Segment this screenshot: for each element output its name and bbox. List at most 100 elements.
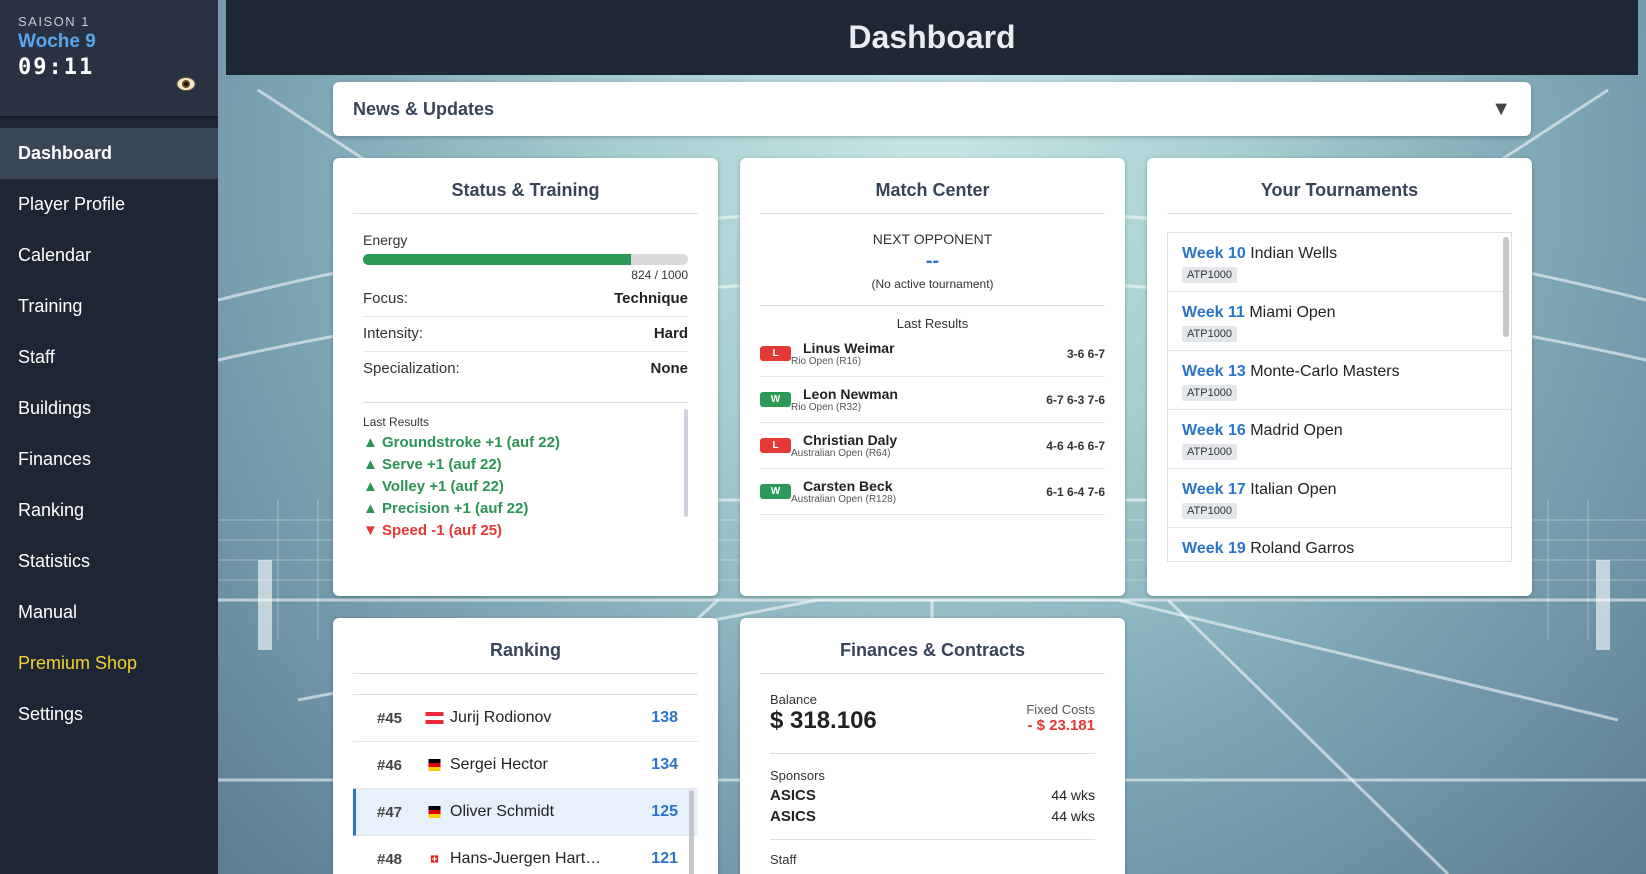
tournaments-card: Your Tournaments Week 10 Indian Wells AT… xyxy=(1147,158,1532,596)
player-name: Sergei Hector xyxy=(450,756,548,773)
ranking-row[interactable]: #45 Jurij Rodionov 138 xyxy=(353,695,698,742)
sponsors-label: Sponsors xyxy=(770,768,825,783)
match-center-card: Match Center NEXT OPPONENT -- (No active… xyxy=(740,158,1125,596)
opponent-name: Leon Newman xyxy=(803,386,898,402)
ranking-position: #48 xyxy=(377,850,403,868)
ranking-points: 121 xyxy=(651,850,678,867)
nav-statistics[interactable]: Statistics xyxy=(18,551,91,571)
nav-calendar[interactable]: Calendar xyxy=(18,245,92,265)
ranking-row[interactable]: #46 Sergei Hector 134 xyxy=(353,742,698,789)
germany-flag-icon xyxy=(428,806,441,818)
tournament-week: Week 13 xyxy=(1182,363,1246,380)
nav-training[interactable]: Training xyxy=(18,296,83,316)
scrollbar[interactable] xyxy=(684,409,688,517)
staff-label: Staff xyxy=(770,839,1095,867)
last-results-label: Last Results xyxy=(896,316,969,331)
intensity-row: Intensity: Hard xyxy=(363,317,688,352)
week-label: Woche 9 xyxy=(18,31,96,52)
match-score: 6-7 6-3 7-6 xyxy=(1046,392,1105,407)
nav-settings[interactable]: Settings xyxy=(18,704,84,724)
tournament-week: Week 19 xyxy=(1182,540,1246,557)
opponent-name: Linus Weimar xyxy=(803,340,895,356)
match-tournament: Rio Open (R16) xyxy=(791,356,862,367)
tournament-category-badge: ATP1000 xyxy=(1182,385,1238,401)
specialization-value: None xyxy=(650,360,689,377)
news-title: News & Updates xyxy=(353,98,495,119)
nav-manual[interactable]: Manual xyxy=(18,602,78,622)
loss-badge: L xyxy=(760,438,791,453)
opponent-name: Christian Daly xyxy=(803,432,898,448)
match-result-row[interactable]: L Linus Weimar Rio Open (R16) 3-6 6-7 xyxy=(760,331,1105,377)
energy-bar-fill xyxy=(363,254,631,265)
match-result-row[interactable]: W Carsten Beck Australian Open (R128) 6-1… xyxy=(760,469,1105,515)
intensity-label: Intensity: xyxy=(363,325,424,342)
ranking-list[interactable]: #45 Jurij Rodionov 138 #46 Sergei Hector… xyxy=(353,694,698,874)
ranking-card: Ranking #45 Jurij Rodionov 138 #46 Serge… xyxy=(333,618,718,874)
tournament-item[interactable]: Week 11 Miami Open ATP1000 xyxy=(1168,292,1511,351)
news-panel[interactable]: News & Updates ▼ xyxy=(333,82,1531,136)
match-result-row[interactable]: W Leon Newman Rio Open (R32) 6-7 6-3 7-6 xyxy=(760,377,1105,423)
tournament-name: Miami Open xyxy=(1249,304,1336,321)
balance-value: $ 318.106 xyxy=(770,707,877,734)
training-results[interactable]: Last Results ▲ Groundstroke +1 (auf 22) … xyxy=(363,402,688,552)
win-badge: W xyxy=(760,484,791,499)
tournament-week: Week 10 xyxy=(1182,245,1246,262)
sponsor-name: ASICS xyxy=(770,787,816,804)
ranking-title: Ranking xyxy=(353,618,698,674)
loss-badge: L xyxy=(760,346,791,361)
game-clock: 09:11 xyxy=(18,55,95,80)
arrow-up-icon: ▲ xyxy=(363,500,383,517)
focus-row: Focus: Technique xyxy=(363,282,688,317)
focus-value: Technique xyxy=(614,290,688,307)
match-score: 4-6 4-6 6-7 xyxy=(1046,438,1105,453)
tournament-item[interactable]: Week 17 Italian Open ATP1000 xyxy=(1168,469,1511,528)
sponsor-row: ASICS 44 wks xyxy=(770,787,1095,804)
main-area: Dashboard News & Updates ▼ Status & Trai… xyxy=(218,0,1646,874)
training-result-item: ▲ Volley +1 (auf 22) xyxy=(363,478,504,495)
training-result-item: ▲ Groundstroke +1 (auf 22) xyxy=(363,434,560,451)
tournament-item[interactable]: Week 16 Madrid Open ATP1000 xyxy=(1168,410,1511,469)
nav-premium-shop[interactable]: Premium Shop xyxy=(18,653,138,673)
training-result-item: ▲ Serve +1 (auf 22) xyxy=(363,456,502,473)
tournament-name: Monte-Carlo Masters xyxy=(1250,363,1400,380)
tournament-week: Week 16 xyxy=(1182,422,1246,439)
training-result-item: ▲ Precision +1 (auf 22) xyxy=(363,500,529,517)
scrollbar[interactable] xyxy=(1503,237,1509,337)
fixed-costs-label: Fixed Costs xyxy=(1026,702,1095,717)
scrollbar[interactable] xyxy=(689,790,694,874)
tournament-week: Week 11 xyxy=(1182,304,1245,321)
player-name: Jurij Rodionov xyxy=(450,709,552,726)
win-badge: W xyxy=(760,392,791,407)
ranking-row[interactable]: #48 Hans-Juergen Hart… 121 xyxy=(353,836,698,874)
tournament-name: Roland Garros xyxy=(1250,540,1355,557)
tournament-category-badge: ATP1000 xyxy=(1182,444,1238,460)
tournament-item[interactable]: Week 19 Roland Garros xyxy=(1168,528,1511,561)
match-result-row[interactable]: L Christian Daly Australian Open (R64) 4-… xyxy=(760,423,1105,469)
arrow-up-icon: ▲ xyxy=(363,478,383,495)
nav-buildings[interactable]: Buildings xyxy=(18,398,92,418)
tournament-list[interactable]: Week 10 Indian Wells ATP1000 Week 11 Mia… xyxy=(1167,232,1512,562)
switzerland-flag-icon xyxy=(428,853,441,865)
nav-player-profile[interactable]: Player Profile xyxy=(18,194,126,214)
fixed-costs-value: - $ 23.181 xyxy=(1027,717,1095,734)
tournament-name: Madrid Open xyxy=(1250,422,1343,439)
ranking-row-current-player[interactable]: #47 Oliver Schmidt 125 xyxy=(353,789,698,836)
sidebar: SAISON 1 Woche 9 09:11 Dashboard Player … xyxy=(0,0,218,874)
nav-finances[interactable]: Finances xyxy=(18,449,92,469)
sponsor-row: ASICS 44 wks xyxy=(770,808,1095,825)
sponsor-duration: 44 wks xyxy=(1051,787,1095,803)
tournament-item[interactable]: Week 10 Indian Wells ATP1000 xyxy=(1168,233,1511,292)
page-header: Dashboard xyxy=(226,0,1638,75)
specialization-row: Specialization: None xyxy=(363,352,688,386)
chevron-down-icon[interactable]: ▼ xyxy=(1491,97,1511,120)
nav-ranking[interactable]: Ranking xyxy=(18,500,85,520)
season-label: SAISON 1 xyxy=(18,14,90,29)
tournament-item[interactable]: Week 13 Monte-Carlo Masters ATP1000 xyxy=(1168,351,1511,410)
eye-icon[interactable] xyxy=(176,74,196,94)
focus-label: Focus: xyxy=(363,290,409,307)
nav-staff[interactable]: Staff xyxy=(18,347,55,367)
sponsor-duration: 44 wks xyxy=(1051,808,1095,824)
ranking-position: #45 xyxy=(377,709,403,727)
nav-dashboard[interactable]: Dashboard xyxy=(0,128,218,179)
tournament-week: Week 17 xyxy=(1182,481,1246,498)
